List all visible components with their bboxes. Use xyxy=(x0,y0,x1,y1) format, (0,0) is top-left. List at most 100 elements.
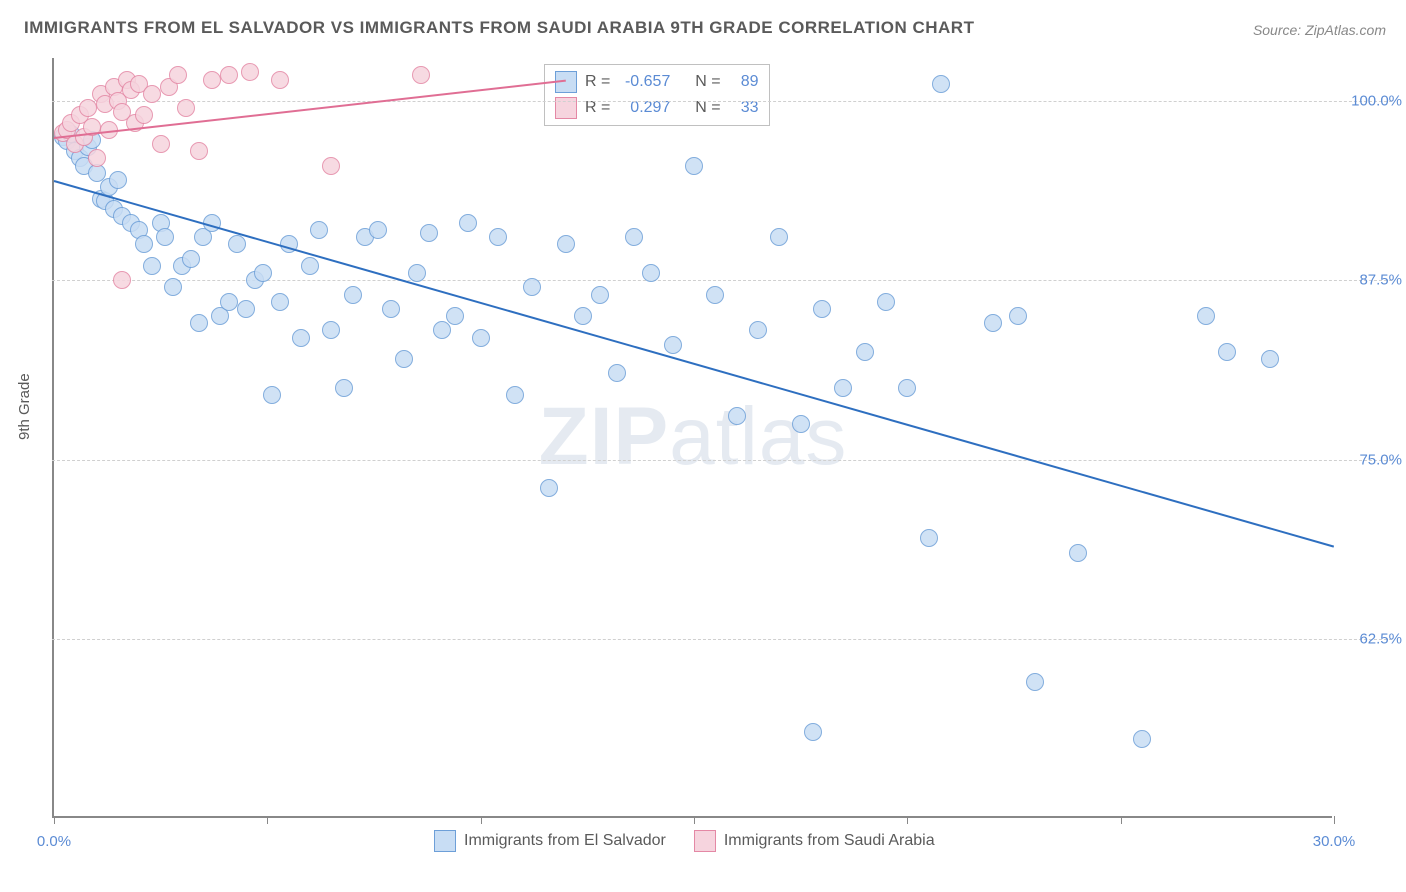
x-tick xyxy=(1334,816,1335,824)
x-tick xyxy=(694,816,695,824)
r-value-1: -0.657 xyxy=(618,73,670,91)
data-point xyxy=(834,379,852,397)
r-label: R = xyxy=(585,73,610,91)
watermark: ZIPatlas xyxy=(539,390,848,484)
x-tick xyxy=(267,816,268,824)
data-point xyxy=(135,235,153,253)
grid-line xyxy=(52,101,1392,102)
x-tick xyxy=(1121,816,1122,824)
data-point xyxy=(228,235,246,253)
data-point xyxy=(220,293,238,311)
data-point xyxy=(382,300,400,318)
data-point xyxy=(182,250,200,268)
data-point xyxy=(540,479,558,497)
legend-row-series-1: R = -0.657 N = 89 xyxy=(555,69,759,95)
data-point xyxy=(489,228,507,246)
data-point xyxy=(254,264,272,282)
data-point xyxy=(190,314,208,332)
x-tick-label: 0.0% xyxy=(37,833,71,850)
trend-line xyxy=(54,180,1335,548)
source-attribution: Source: ZipAtlas.com xyxy=(1253,22,1386,38)
data-point xyxy=(932,75,950,93)
data-point xyxy=(523,278,541,296)
y-axis-title: 9th Grade xyxy=(16,373,33,440)
legend-item-1: Immigrants from El Salvador xyxy=(434,830,666,852)
series-legend: Immigrants from El Salvador Immigrants f… xyxy=(434,830,935,852)
data-point xyxy=(156,228,174,246)
data-point xyxy=(984,314,1002,332)
data-point xyxy=(169,66,187,84)
data-point xyxy=(804,723,822,741)
data-point xyxy=(135,106,153,124)
data-point xyxy=(446,307,464,325)
data-point xyxy=(642,264,660,282)
data-point xyxy=(1069,544,1087,562)
legend-swatch-1b xyxy=(434,830,456,852)
data-point xyxy=(856,343,874,361)
grid-line xyxy=(52,460,1392,461)
data-point xyxy=(792,415,810,433)
data-point xyxy=(203,71,221,89)
data-point xyxy=(109,171,127,189)
data-point xyxy=(143,257,161,275)
y-tick-label: 75.0% xyxy=(1359,451,1402,468)
y-tick-label: 87.5% xyxy=(1359,272,1402,289)
data-point xyxy=(685,157,703,175)
data-point xyxy=(728,407,746,425)
data-point xyxy=(395,350,413,368)
data-point xyxy=(88,149,106,167)
data-point xyxy=(322,157,340,175)
chart-title: IMMIGRANTS FROM EL SALVADOR VS IMMIGRANT… xyxy=(24,18,974,38)
data-point xyxy=(164,278,182,296)
data-point xyxy=(749,321,767,339)
data-point xyxy=(335,379,353,397)
data-point xyxy=(271,293,289,311)
legend-swatch-2b xyxy=(694,830,716,852)
data-point xyxy=(664,336,682,354)
x-tick xyxy=(481,816,482,824)
data-point xyxy=(1197,307,1215,325)
data-point xyxy=(1218,343,1236,361)
data-point xyxy=(271,71,289,89)
data-point xyxy=(143,85,161,103)
data-point xyxy=(1009,307,1027,325)
data-point xyxy=(310,221,328,239)
data-point xyxy=(237,300,255,318)
x-tick-label: 30.0% xyxy=(1313,833,1356,850)
x-tick xyxy=(907,816,908,824)
n-value-1: 89 xyxy=(729,73,759,91)
data-point xyxy=(506,386,524,404)
legend-label-1: Immigrants from El Salvador xyxy=(464,832,666,850)
data-point xyxy=(420,224,438,242)
n-label: N = xyxy=(695,73,720,91)
data-point xyxy=(920,529,938,547)
data-point xyxy=(241,63,259,81)
data-point xyxy=(1026,673,1044,691)
data-point xyxy=(591,286,609,304)
legend-item-2: Immigrants from Saudi Arabia xyxy=(694,830,935,852)
data-point xyxy=(574,307,592,325)
data-point xyxy=(190,142,208,160)
x-tick xyxy=(54,816,55,824)
data-point xyxy=(344,286,362,304)
y-tick-label: 100.0% xyxy=(1351,93,1402,110)
data-point xyxy=(369,221,387,239)
data-point xyxy=(79,99,97,117)
data-point xyxy=(177,99,195,117)
data-point xyxy=(608,364,626,382)
data-point xyxy=(625,228,643,246)
data-point xyxy=(1133,730,1151,748)
grid-line xyxy=(52,639,1392,640)
data-point xyxy=(770,228,788,246)
data-point xyxy=(263,386,281,404)
data-point xyxy=(220,66,238,84)
data-point xyxy=(412,66,430,84)
data-point xyxy=(459,214,477,232)
data-point xyxy=(322,321,340,339)
data-point xyxy=(898,379,916,397)
data-point xyxy=(292,329,310,347)
data-point xyxy=(877,293,895,311)
data-point xyxy=(152,135,170,153)
data-point xyxy=(408,264,426,282)
data-point xyxy=(113,271,131,289)
